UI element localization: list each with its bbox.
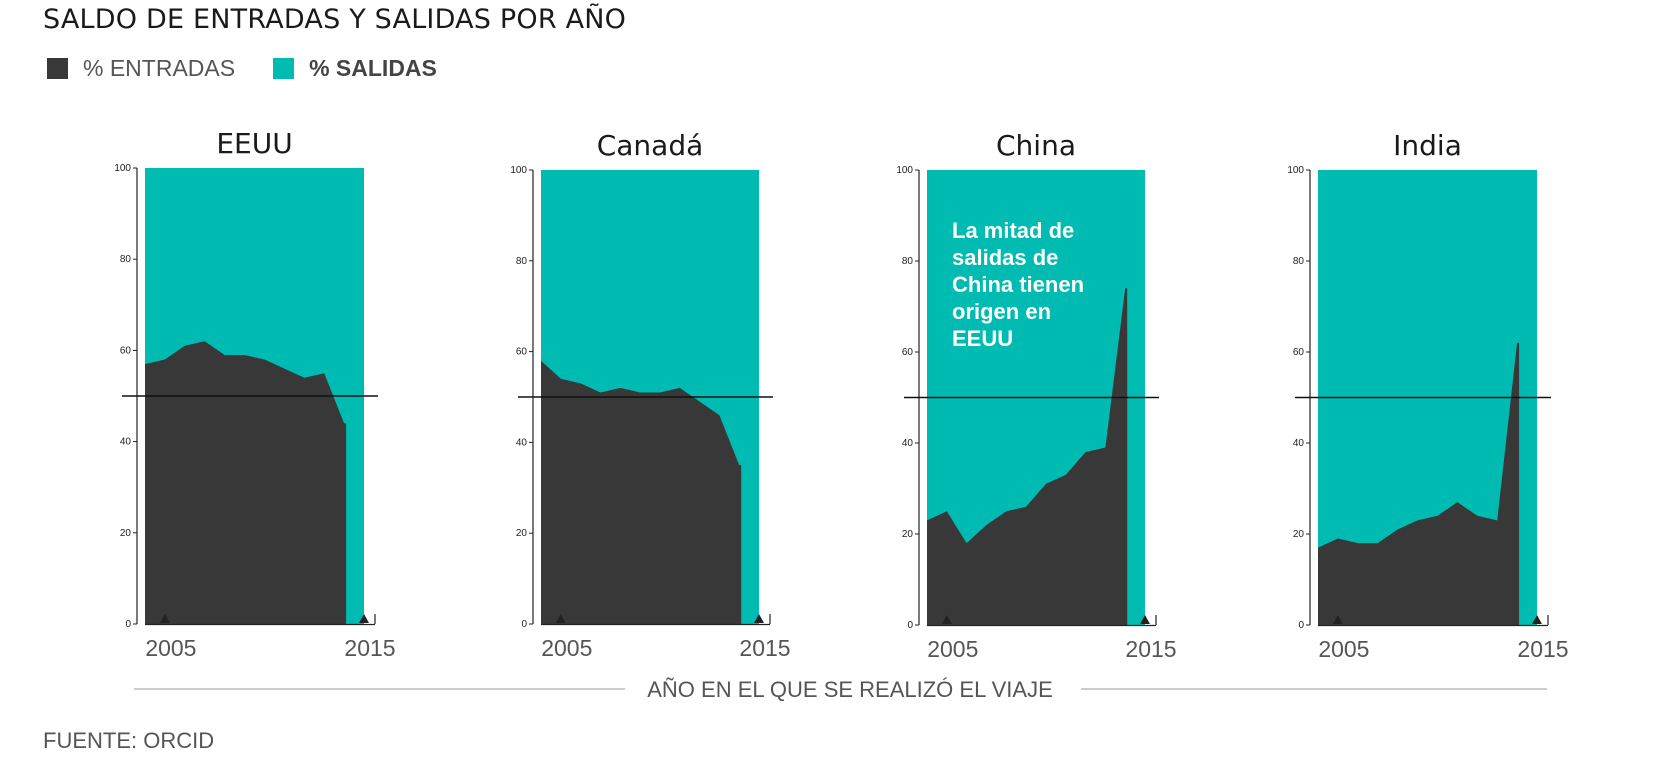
y-tick-label: 80 bbox=[902, 256, 914, 267]
y-tick-label: 80 bbox=[1293, 256, 1305, 267]
x-tick-label: 2015 bbox=[1125, 636, 1176, 662]
legend-label-salidas: % SALIDAS bbox=[309, 55, 437, 81]
x-tick-marker bbox=[555, 614, 566, 623]
y-tick-label: 80 bbox=[120, 254, 132, 265]
x-tick-marker bbox=[1532, 615, 1542, 624]
entradas-area bbox=[1318, 342, 1520, 625]
legend-swatch-entradas bbox=[47, 58, 68, 79]
x-tick-label: 2015 bbox=[344, 635, 395, 661]
x-tick-marker bbox=[159, 614, 170, 623]
y-tick-label: 0 bbox=[1298, 620, 1304, 631]
y-tick-label: 60 bbox=[120, 345, 132, 356]
panel-title: EEUU bbox=[216, 127, 292, 160]
annotation-line: La mitad de bbox=[952, 218, 1074, 243]
y-tick-label: 0 bbox=[125, 619, 131, 630]
y-tick-label: 40 bbox=[902, 438, 914, 449]
x-tick-marker bbox=[1140, 615, 1150, 624]
panel-canada: 0 20 40 60 80 100 2005 2015 Canadá bbox=[510, 129, 790, 661]
x-tick-marker bbox=[359, 614, 369, 623]
y-tick-label: 60 bbox=[1293, 347, 1305, 358]
y-tick-label: 60 bbox=[902, 347, 914, 358]
x-tick-marker bbox=[941, 615, 952, 624]
panel-india: 0 20 40 60 80 100 2005 2015 India bbox=[1287, 129, 1568, 662]
y-tick-label: 20 bbox=[1293, 529, 1305, 540]
entradas-area bbox=[145, 341, 347, 624]
legend-swatch-salidas bbox=[273, 58, 295, 79]
x-tick-label: 2005 bbox=[145, 635, 196, 661]
y-tick-label: 40 bbox=[516, 437, 528, 448]
x-tick-label: 2015 bbox=[1517, 636, 1568, 662]
y-tick-label: 100 bbox=[1287, 165, 1304, 176]
legend-item-salidas: % SALIDAS bbox=[273, 55, 437, 82]
y-tick-label: 40 bbox=[120, 437, 132, 448]
x-tick-marker bbox=[1332, 615, 1343, 624]
panel-title: India bbox=[1393, 129, 1462, 162]
legend-item-entradas: % ENTRADAS bbox=[47, 55, 235, 82]
chart-main-title: SALDO DE ENTRADAS Y SALIDAS POR AÑO bbox=[43, 4, 627, 35]
x-tick-label: 2005 bbox=[927, 636, 978, 662]
y-tick-label: 0 bbox=[521, 619, 527, 630]
source-note: FUENTE: ORCID bbox=[43, 728, 215, 753]
panel-china: 0 20 40 60 80 100 2005 2015 China La mitad de sali… bbox=[896, 129, 1176, 662]
y-tick-label: 0 bbox=[907, 620, 913, 631]
x-axis-title: AÑO EN EL QUE SE REALIZÓ EL VIAJE bbox=[647, 677, 1053, 702]
y-tick-label: 40 bbox=[1293, 438, 1305, 449]
annotation-line: China tienen bbox=[952, 272, 1084, 297]
panel-eeuu: 0 20 40 60 80 100 2005 2015 EEUU bbox=[114, 127, 395, 661]
x-tick-label: 2005 bbox=[541, 635, 592, 661]
legend-label-entradas: % ENTRADAS bbox=[83, 55, 236, 81]
panel-title: Canadá bbox=[597, 129, 704, 162]
y-tick-label: 20 bbox=[516, 528, 528, 539]
y-tick-label: 100 bbox=[510, 165, 527, 176]
x-tick-label: 2015 bbox=[739, 635, 790, 661]
legend: % ENTRADAS % SALIDAS bbox=[47, 55, 475, 82]
x-tick-marker bbox=[754, 614, 764, 623]
panel-title: China bbox=[996, 129, 1076, 162]
annotation-text: La mitad de salidas de China tienen origen … bbox=[952, 218, 1084, 351]
annotation-line: salidas de bbox=[952, 245, 1058, 270]
y-tick-label: 100 bbox=[896, 165, 913, 176]
y-tick-label: 80 bbox=[516, 256, 528, 267]
entradas-area bbox=[927, 288, 1128, 625]
y-tick-label: 20 bbox=[120, 528, 132, 539]
y-tick-label: 20 bbox=[902, 529, 914, 540]
annotation-line: origen en bbox=[952, 299, 1051, 324]
y-tick-label: 60 bbox=[516, 347, 528, 358]
annotation-line: EEUU bbox=[952, 326, 1013, 351]
entradas-area bbox=[541, 360, 742, 624]
y-tick-label: 100 bbox=[114, 163, 131, 174]
x-tick-label: 2005 bbox=[1318, 636, 1369, 662]
